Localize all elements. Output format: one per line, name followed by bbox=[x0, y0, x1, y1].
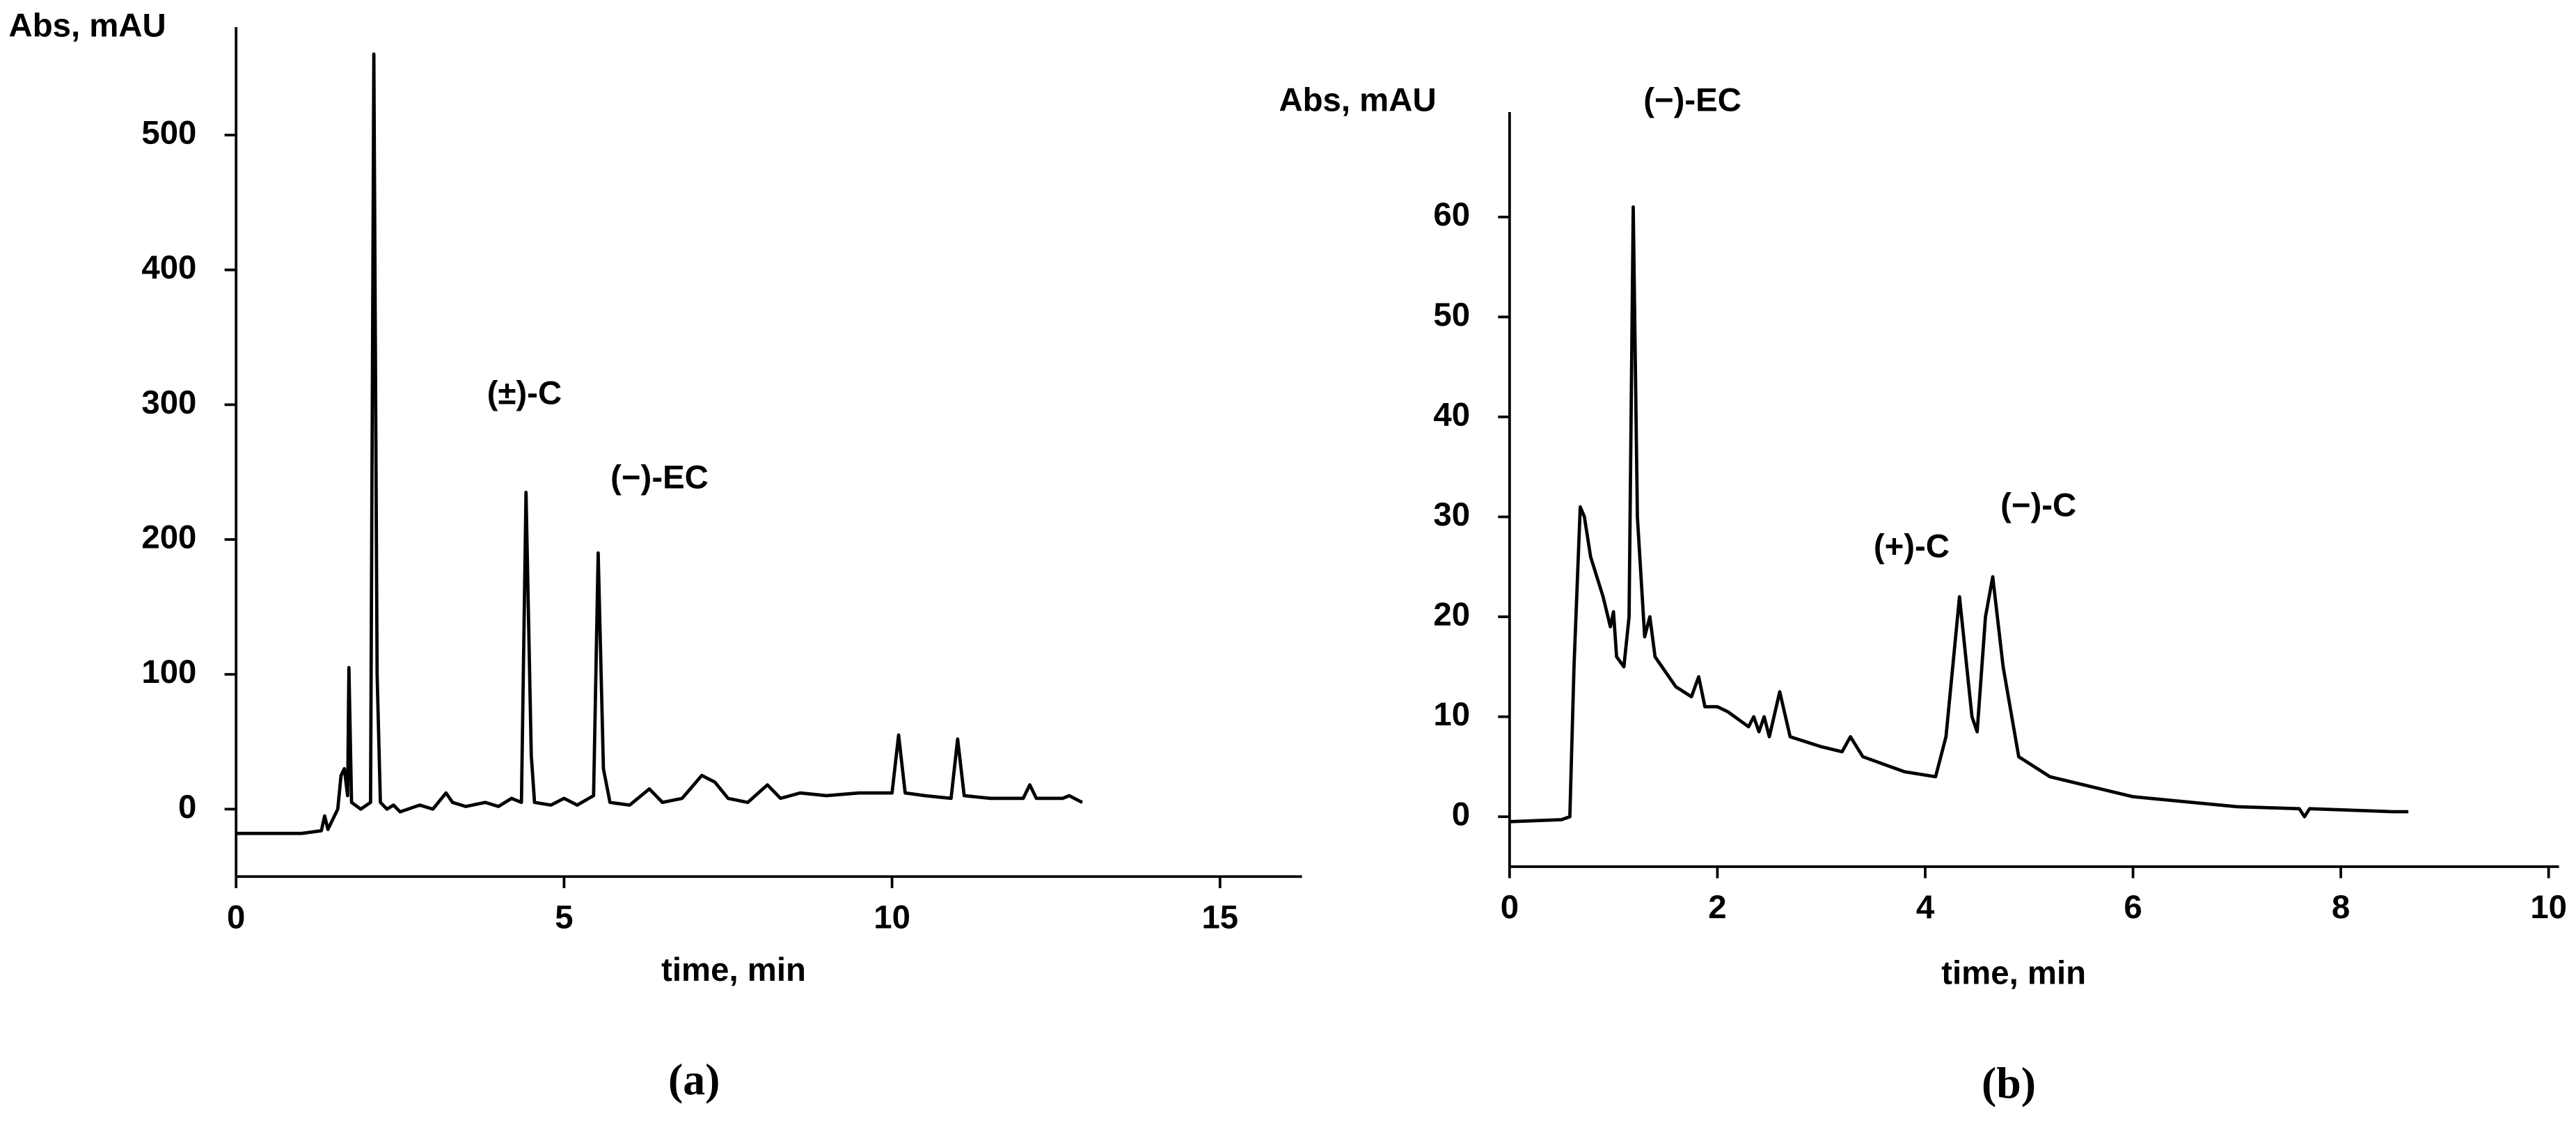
y-tick-label: 20 bbox=[1433, 597, 1470, 633]
y-tick-label: 500 bbox=[141, 114, 196, 151]
y-tick-label: 30 bbox=[1433, 496, 1470, 533]
panel-caption: (a) bbox=[668, 1055, 720, 1104]
trace bbox=[1509, 205, 2409, 823]
y-tick-label: 10 bbox=[1433, 696, 1470, 733]
y-tick-label: 60 bbox=[1433, 196, 1470, 233]
y-tick-label: 200 bbox=[141, 519, 196, 556]
y-tick-label: 100 bbox=[141, 654, 196, 691]
panel-caption: (b) bbox=[1982, 1058, 2036, 1108]
peak-annotation: (−)-EC bbox=[1643, 81, 1741, 118]
x-tick-label: 4 bbox=[1916, 889, 1935, 926]
x-tick-label: 2 bbox=[1708, 889, 1726, 926]
y-tick-label: 300 bbox=[141, 384, 196, 421]
y-axis-label: Abs, mAU bbox=[9, 8, 166, 45]
peak-annotation: (−)-EC bbox=[610, 459, 709, 496]
x-tick-label: 15 bbox=[1201, 899, 1238, 936]
peak-annotation: (±)-C bbox=[487, 375, 562, 412]
y-tick-label: 50 bbox=[1433, 297, 1470, 333]
x-tick-label: 0 bbox=[1501, 889, 1519, 926]
x-tick-label: 10 bbox=[874, 899, 910, 936]
peak-annotation: (+)-C bbox=[1874, 528, 1950, 565]
y-tick-label: 0 bbox=[178, 789, 196, 826]
x-tick-label: 8 bbox=[2332, 889, 2350, 926]
x-tick-label: 10 bbox=[2530, 889, 2567, 926]
trace bbox=[236, 52, 1083, 835]
y-tick-label: 0 bbox=[1452, 796, 1470, 833]
y-tick-label: 40 bbox=[1433, 396, 1470, 433]
y-tick-label: 400 bbox=[141, 249, 196, 286]
x-tick-label: 6 bbox=[2124, 889, 2142, 926]
peak-annotation: (−)-C bbox=[2000, 487, 2076, 524]
x-tick-label: 5 bbox=[555, 899, 573, 936]
x-axis-label: time, min bbox=[661, 952, 806, 988]
y-axis-label: Abs, mAU bbox=[1279, 81, 1436, 118]
x-tick-label: 0 bbox=[227, 899, 245, 936]
x-axis-label: time, min bbox=[1941, 955, 2086, 992]
